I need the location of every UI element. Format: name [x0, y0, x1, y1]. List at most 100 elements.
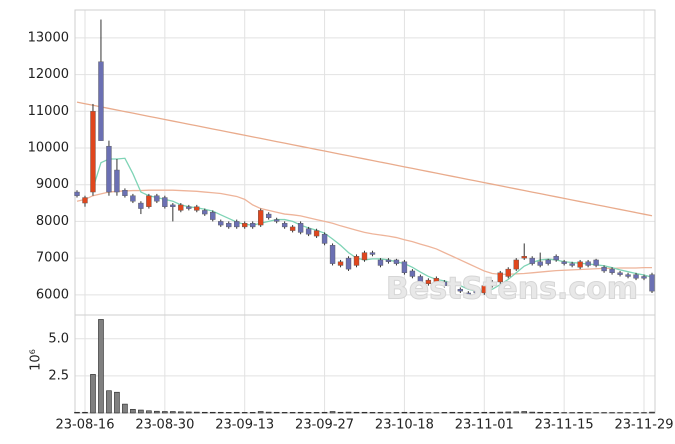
- candle-body: [337, 261, 344, 266]
- y-tick-label: 10000: [28, 141, 69, 156]
- volume-bar: [329, 411, 336, 414]
- volume-bar: [202, 411, 208, 414]
- candle-body: [569, 263, 575, 266]
- y-tick-label: 11000: [28, 104, 69, 119]
- candle-body: [226, 223, 232, 228]
- volume-bar: [98, 319, 104, 414]
- volume-bar: [481, 411, 488, 414]
- candle-body: [98, 61, 104, 141]
- candle-body: [265, 213, 272, 218]
- volume-bar: [537, 411, 543, 414]
- volume-bar: [393, 412, 400, 414]
- candle-body: [130, 195, 136, 202]
- volume-bar: [162, 411, 168, 414]
- candle-body: [641, 276, 647, 279]
- volume-bar: [273, 411, 280, 414]
- x-tick-label: 23-11-15: [535, 418, 594, 433]
- y-tick-label: 6000: [36, 287, 69, 302]
- candle-body: [601, 267, 607, 272]
- candle-body: [385, 259, 392, 262]
- volume-bar: [186, 411, 192, 414]
- candle-body: [409, 270, 416, 277]
- candle-body: [577, 261, 583, 268]
- volume-bar: [505, 411, 512, 414]
- candle-body: [441, 281, 448, 286]
- candle-body: [289, 226, 296, 231]
- candle-body: [473, 290, 479, 294]
- x-tick-label: 23-08-16: [55, 418, 114, 433]
- volume-bar: [361, 411, 368, 414]
- volume-bar: [449, 411, 456, 414]
- candle-body: [481, 285, 487, 294]
- candle-body: [122, 190, 128, 196]
- volume-bar: [289, 412, 296, 414]
- candle-body: [625, 274, 631, 277]
- volume-bar: [138, 409, 144, 414]
- candle-body: [194, 206, 200, 211]
- candle-body: [633, 274, 639, 279]
- candle-body: [649, 274, 655, 292]
- candle-body: [361, 252, 368, 261]
- candle-body: [369, 252, 376, 255]
- volume-bar: [577, 412, 583, 414]
- volume-bar: [377, 412, 384, 414]
- volume-bar: [521, 411, 527, 414]
- volume-bar: [369, 412, 376, 414]
- candle-body: [537, 261, 543, 266]
- volume-bar: [281, 412, 288, 414]
- x-tick-label: 23-08-30: [135, 418, 194, 433]
- x-tick-label: 23-11-01: [455, 418, 514, 433]
- volume-bar: [241, 412, 248, 414]
- candle-body: [465, 292, 471, 297]
- volume-bar: [114, 391, 120, 414]
- x-tick-label: 23-10-18: [375, 418, 434, 433]
- y-tick-label: 2.5: [48, 368, 69, 383]
- volume-bar: [417, 412, 424, 414]
- candle-body: [545, 259, 551, 264]
- volume-bar: [265, 411, 272, 414]
- y-tick-label: 8000: [36, 214, 69, 229]
- volume-bar: [170, 411, 176, 414]
- candle-body: [106, 145, 112, 193]
- volume-bar: [529, 411, 535, 414]
- candle-body: [305, 228, 312, 235]
- candle-body: [74, 191, 80, 196]
- volume-bar: [122, 403, 128, 414]
- volume-bar: [209, 411, 216, 414]
- candle-body: [186, 206, 192, 209]
- x-tick-label: 23-09-27: [295, 418, 354, 433]
- candle-body: [353, 256, 360, 266]
- volume-bar: [74, 411, 80, 414]
- x-tick-label: 23-11-29: [615, 418, 674, 433]
- y-tick-label: 13000: [28, 30, 69, 45]
- volume-bar: [257, 411, 264, 414]
- volume-bar: [545, 412, 551, 414]
- y-tick-label: 12000: [28, 67, 69, 82]
- volume-bar: [217, 411, 224, 414]
- moving-average-line: [92, 157, 653, 292]
- candle-body: [281, 223, 288, 228]
- candle-body: [345, 257, 352, 270]
- candle-body: [321, 234, 328, 244]
- candle-body: [505, 268, 511, 277]
- volume-bar: [194, 411, 200, 414]
- candle-body: [162, 197, 168, 207]
- candle-body: [178, 204, 184, 211]
- volume-bar: [409, 412, 416, 414]
- candle-body: [138, 202, 144, 209]
- candle-body: [377, 259, 384, 266]
- candle-body: [497, 272, 503, 283]
- volume-bar: [130, 408, 136, 414]
- y-tick-label: 9000: [36, 177, 69, 192]
- volume-bar: [345, 411, 352, 414]
- candle-body: [433, 278, 440, 283]
- candle-body: [553, 256, 559, 261]
- candle-body: [234, 221, 240, 228]
- candle-body: [210, 212, 216, 220]
- candle-body: [218, 221, 224, 226]
- candle-body: [297, 223, 304, 233]
- candle-body: [154, 195, 160, 202]
- volume-bar: [225, 412, 232, 414]
- candle-body: [90, 111, 96, 193]
